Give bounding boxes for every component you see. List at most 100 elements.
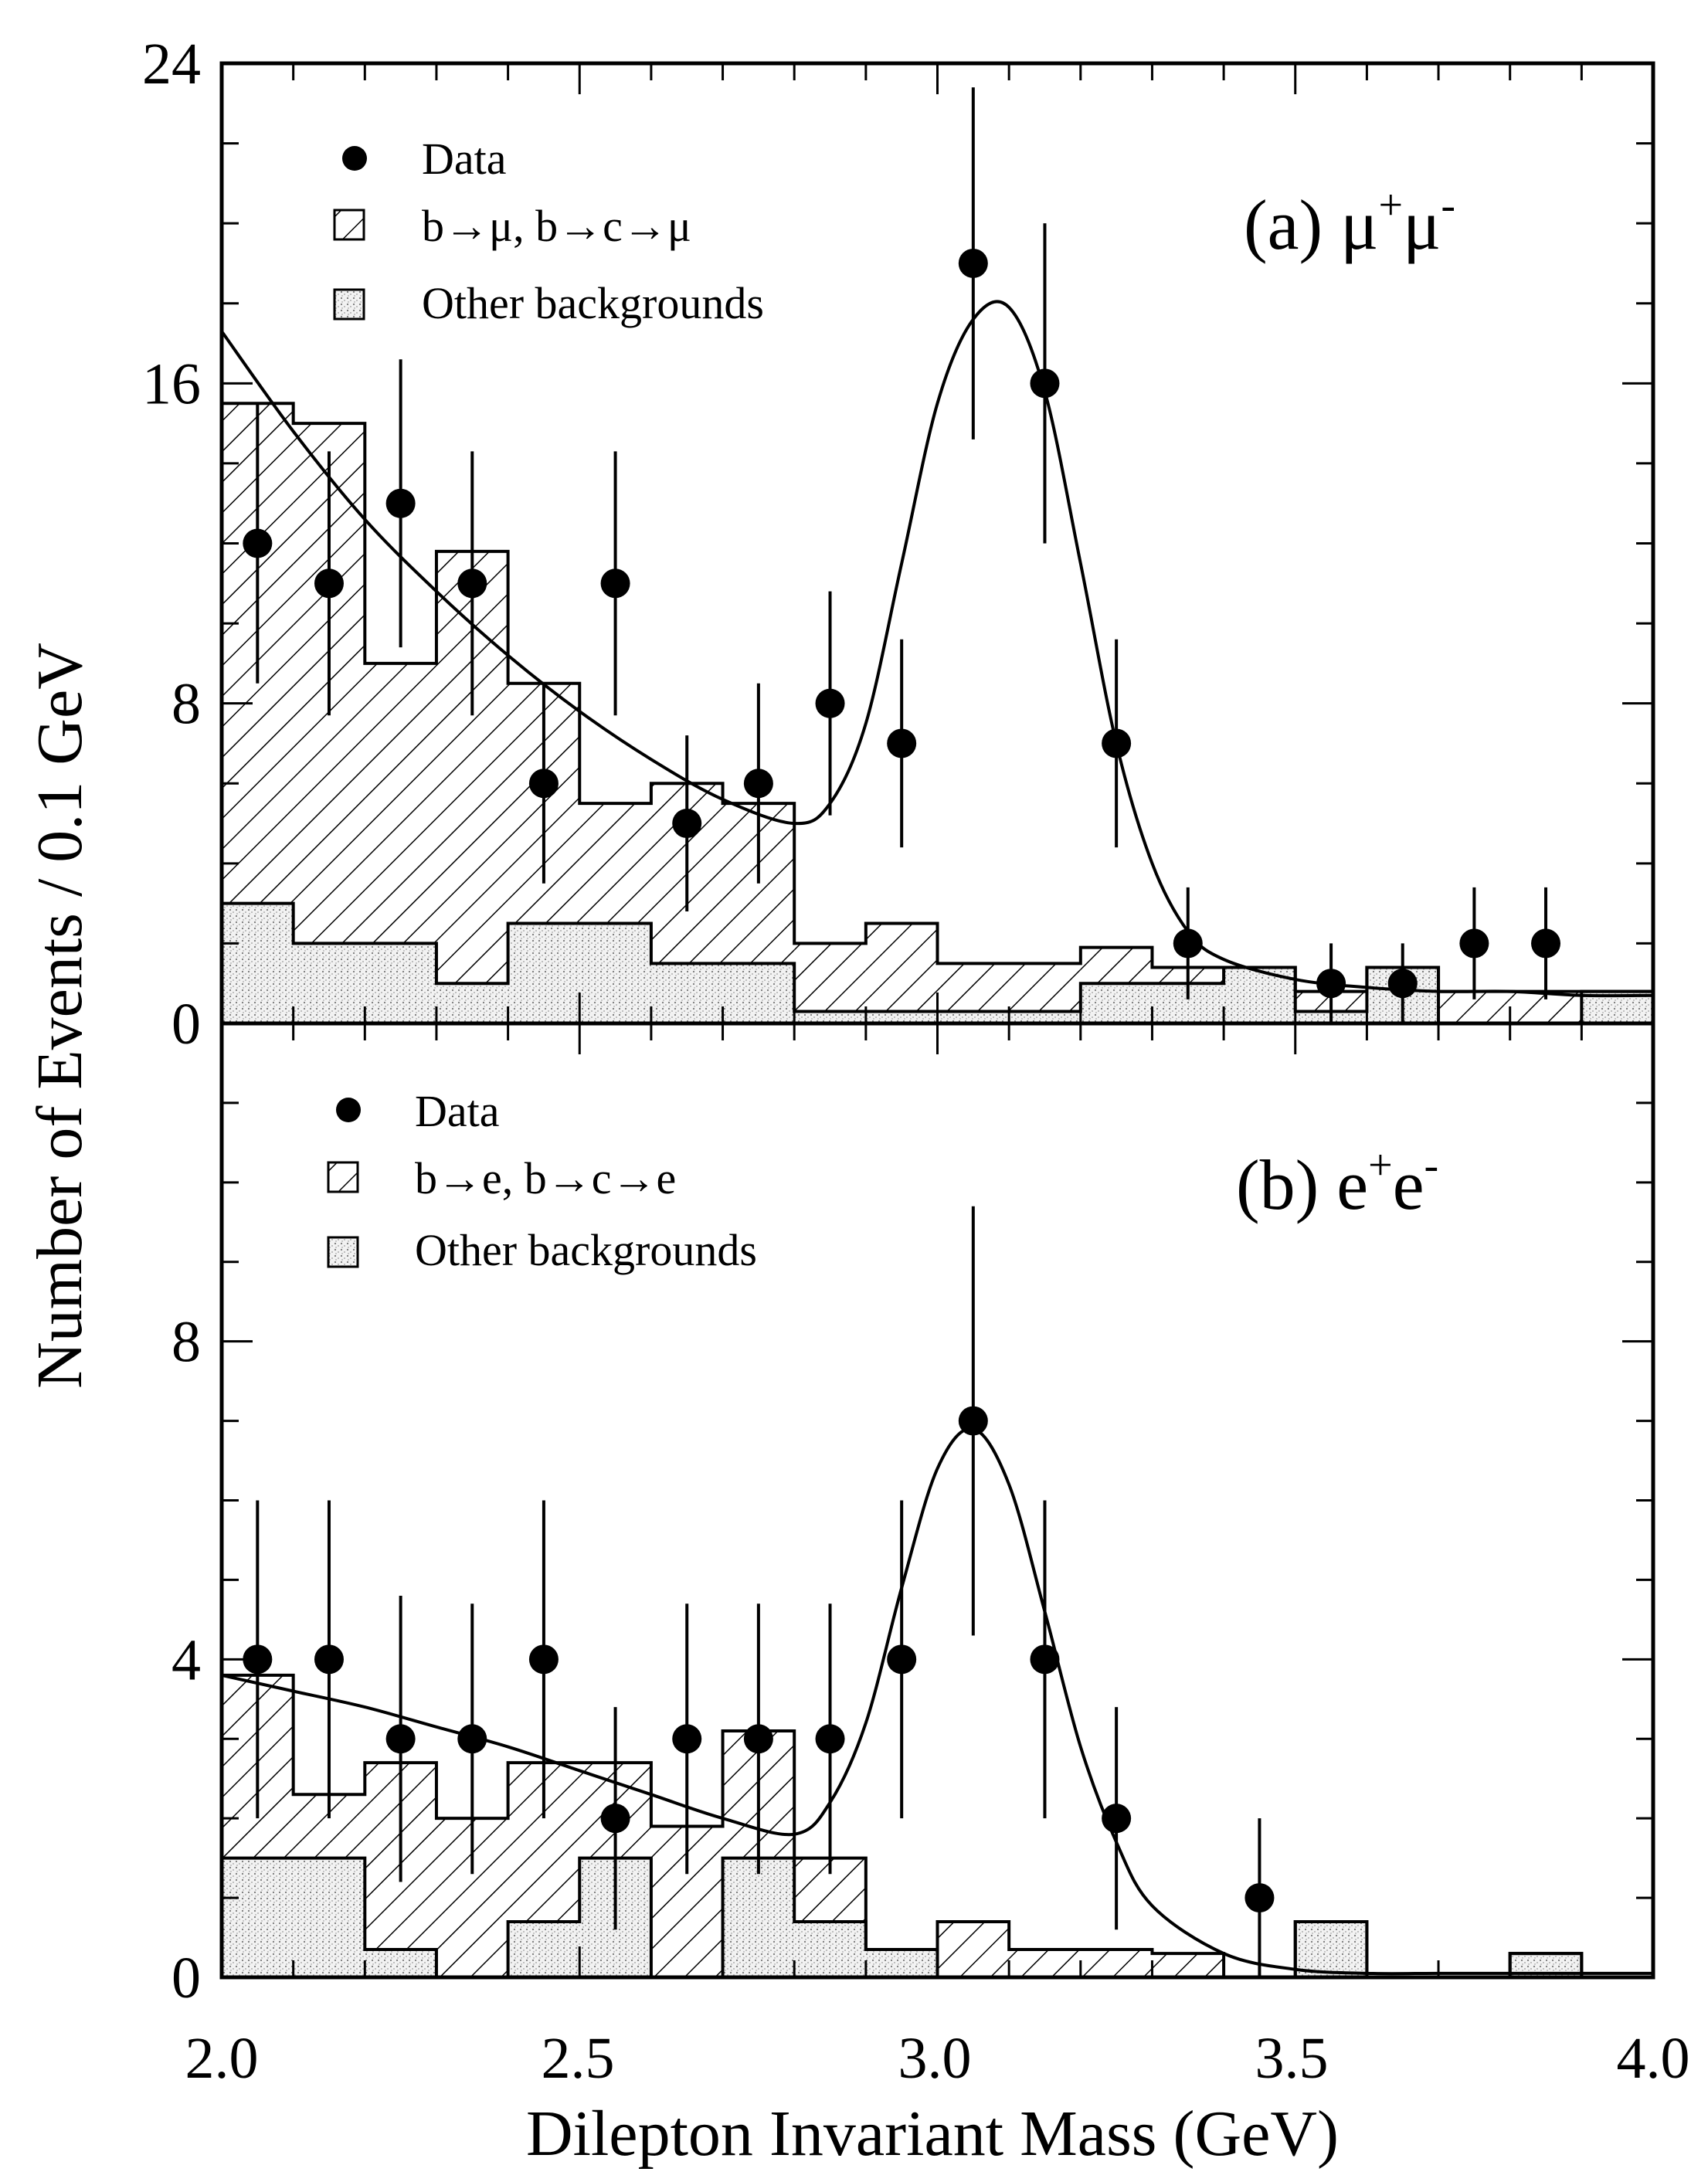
panel-a-label: (a) μ+μ-	[1244, 182, 1455, 264]
x-axis-title: Dilepton Invariant Mass (GeV)	[526, 2098, 1339, 2170]
other-background-bar	[365, 943, 436, 1023]
fit-curve	[220, 300, 1654, 998]
data-point	[1387, 969, 1418, 999]
data-point	[385, 488, 416, 518]
x-tick-label: 2.5	[542, 2026, 615, 2091]
panel-b-y-tick-labels: 0 4 8	[171, 1310, 201, 2011]
data-point	[1030, 368, 1060, 399]
legend-other-label: Other backgrounds	[415, 1225, 757, 1275]
other-background-bar	[1295, 1921, 1367, 1977]
other-background-bar	[865, 1011, 938, 1023]
data-point	[815, 1724, 845, 1754]
data-point	[1531, 928, 1561, 959]
data-point	[1173, 928, 1203, 959]
panel-b-ticks	[220, 1022, 1655, 1979]
legend-hatched-swatch	[333, 209, 365, 241]
y-tick-label: 0	[171, 992, 201, 1057]
panel-b-label: (b) e+e-	[1236, 1142, 1438, 1224]
other-background-bar	[865, 1949, 938, 1977]
hatched-bar	[365, 663, 436, 944]
data-point	[600, 568, 630, 599]
legend-hatched-label: b→e, b→c→e	[415, 1153, 676, 1203]
hatched-bar	[937, 1921, 1010, 1977]
hatched-bar	[1009, 1949, 1081, 1977]
data-point	[743, 1724, 773, 1754]
x-tick-label: 3.5	[1255, 2026, 1329, 2091]
hatched-bar	[1009, 963, 1081, 1012]
other-background-bar	[222, 903, 294, 1023]
other-background-bar	[436, 983, 508, 1023]
data-point	[243, 528, 273, 558]
panel-b-ee: 0 4 8 Data b→e, b→c→e Other backgrounds (b…	[171, 1022, 1655, 2011]
data-point	[314, 1644, 344, 1675]
other-background-bar	[937, 1011, 1010, 1023]
x-tick-label: 4.0	[1617, 2026, 1690, 2091]
data-point	[815, 688, 845, 718]
y-axis-title: Number of Events / 0.1 GeV	[24, 643, 96, 1389]
other-background-bar	[722, 1858, 795, 1977]
legend-other-swatch	[327, 1236, 359, 1268]
other-background-bar	[293, 1858, 365, 1977]
data-point	[457, 568, 487, 599]
hatched-bar	[794, 943, 866, 1012]
data-point	[1316, 969, 1346, 999]
legend-data-label: Data	[415, 1086, 500, 1136]
other-background-bar	[722, 963, 795, 1023]
data-point	[600, 1804, 630, 1834]
plot-frame	[219, 61, 1655, 1980]
other-background-bar	[794, 1011, 866, 1023]
other-background-bar	[579, 923, 651, 1023]
panel-b-histograms	[220, 1673, 1653, 1979]
data-point	[958, 1406, 988, 1436]
y-tick-label: 8	[171, 1310, 201, 1375]
panel-a-mumu: 0 8 16 24 Data b→μ, b→c→μ Other backgrounds…	[142, 32, 1655, 1057]
hatched-bar	[865, 923, 938, 1012]
data-point	[672, 1724, 702, 1754]
other-background-bar	[1080, 983, 1153, 1023]
panel-a-histograms	[220, 402, 1653, 1025]
panel-a-y-tick-labels: 0 8 16 24	[142, 32, 201, 1057]
hatched-bar	[1152, 1953, 1224, 1977]
hatched-bar	[937, 963, 1010, 1012]
hatched-bar	[1080, 947, 1153, 984]
panel-b-data	[243, 1206, 1275, 1977]
legend-data-marker	[342, 146, 367, 171]
data-point	[528, 1644, 559, 1675]
legend-other-label: Other backgrounds	[422, 278, 764, 328]
legend-hatched-label: b→μ, b→c→μ	[422, 201, 691, 251]
y-tick-label: 0	[171, 1946, 201, 2011]
other-background-bar	[293, 943, 365, 1023]
other-background-bar	[508, 923, 580, 1023]
legend-hatched-swatch	[327, 1161, 359, 1193]
y-tick-label: 16	[142, 351, 201, 416]
data-point	[887, 728, 917, 758]
other-background-bar	[650, 963, 723, 1023]
legend-data-label: Data	[422, 134, 507, 184]
x-tick-label: 2.0	[185, 2026, 259, 2091]
panel-a-fit	[220, 300, 1654, 998]
data-point	[243, 1644, 273, 1675]
y-tick-label: 8	[171, 672, 201, 737]
panel-a-legend: Data b→μ, b→c→μ Other backgrounds	[333, 134, 764, 328]
x-tick-label: 3.0	[898, 2026, 972, 2091]
data-point	[1459, 928, 1489, 959]
other-background-bar	[222, 1858, 294, 1977]
hatched-bar	[579, 803, 651, 924]
other-background-bar	[508, 1921, 580, 1977]
data-point	[743, 769, 773, 799]
data-point	[887, 1644, 917, 1675]
legend-data-marker	[336, 1098, 361, 1122]
data-point	[958, 248, 988, 278]
data-point	[1030, 1644, 1060, 1675]
data-point	[385, 1724, 416, 1754]
data-point	[672, 809, 702, 839]
other-background-bar	[794, 1921, 866, 1977]
data-point	[457, 1724, 487, 1754]
axes-box	[219, 61, 1655, 1980]
y-tick-label: 4	[171, 1627, 201, 1692]
data-point	[1102, 728, 1132, 758]
data-point	[1102, 1804, 1132, 1834]
data-point	[528, 769, 559, 799]
data-point	[314, 568, 344, 599]
data-point	[1244, 1883, 1275, 1913]
